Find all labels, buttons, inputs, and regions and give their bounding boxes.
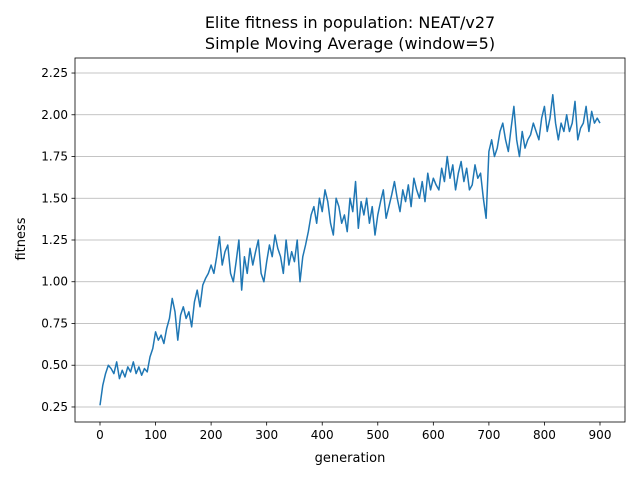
series-layer [99,93,601,406]
series-line [99,93,601,406]
y-tick-label: 1.50 [41,191,68,205]
y-tick-label: 2.25 [41,66,68,80]
y-tick-label: 0.75 [41,316,68,330]
y-tick-label: 1.25 [41,233,68,247]
x-tick-label: 200 [200,428,223,442]
x-tick-label: 300 [255,428,278,442]
y-tick-label: 1.75 [41,150,68,164]
x-tick-label: 100 [144,428,167,442]
x-tick-label: 400 [311,428,334,442]
chart-title: Elite fitness in population: NEAT/v27 [205,13,495,32]
y-axis-label: fitness [14,217,29,260]
x-axis-label: generation [315,451,386,466]
x-tick-label: 700 [477,428,500,442]
axes-layer: 0.25 0.50 0.75 1.00 1.25 1.50 1.75 2.00 2.25 0 100… [41,57,626,442]
chart-subtitle: Simple Moving Average (window=5) [205,34,495,53]
x-tick-label: 800 [533,428,556,442]
x-tick-label: 600 [422,428,445,442]
y-tick-label: 2.00 [41,108,68,122]
x-tick-label: 0 [96,428,104,442]
y-tick-label: 1.00 [41,275,68,289]
y-tick-label: 0.25 [41,400,68,414]
plot-frame [74,57,626,423]
x-tick-label: 900 [589,428,612,442]
x-tick-label: 500 [366,428,389,442]
y-tick-label: 0.50 [41,358,68,372]
